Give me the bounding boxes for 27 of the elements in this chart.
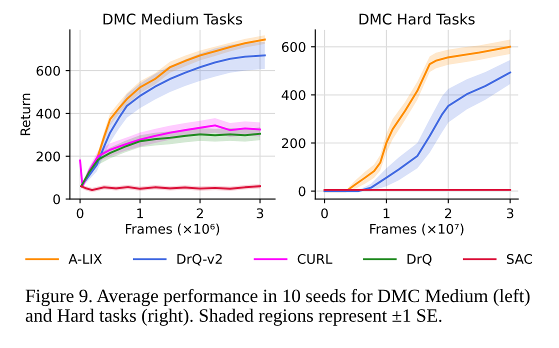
y-axis-title: Return xyxy=(20,94,30,136)
y-tick-label: 600 xyxy=(282,42,306,52)
y-tick-label: 200 xyxy=(282,138,306,148)
x-tick-label: 2 xyxy=(445,208,452,218)
y-tick-label: 400 xyxy=(282,90,306,100)
legend-label: CURL xyxy=(298,254,332,264)
y-tick-label: 400 xyxy=(36,108,60,119)
x-axis-title: Frames (×10⁶) xyxy=(126,224,220,236)
x-tick-label: 3 xyxy=(506,208,514,218)
x-axis-title: Frames (×10⁷) xyxy=(370,224,464,236)
caption: Figure 9. Average performance in 10 seeds for DMC Medium (left) and Hard tasks (right). Shaded regions represent ±1 SE. xyxy=(26,288,530,326)
x-tick-label: 3 xyxy=(256,208,264,218)
chart-title: DMC Hard Tasks xyxy=(360,13,475,25)
legend-label: DrQ xyxy=(408,254,432,266)
chart-title: DMC Medium Tasks xyxy=(104,13,242,25)
y-tick-label: 200 xyxy=(36,151,60,162)
y-tick-label: 0 xyxy=(53,194,60,204)
legend-label: DrQ-v2 xyxy=(177,254,222,266)
legend-label: SAC xyxy=(506,254,532,264)
x-tick-label: 1 xyxy=(137,208,144,218)
y-tick-label: 600 xyxy=(36,66,60,76)
x-tick-label: 0 xyxy=(76,208,84,218)
y-tick-label: 0 xyxy=(298,186,306,196)
x-tick-label: 2 xyxy=(196,208,203,218)
x-tick-label: 0 xyxy=(321,208,328,218)
x-tick-label: 1 xyxy=(384,208,390,218)
legend-label: A-LIX xyxy=(68,254,102,264)
